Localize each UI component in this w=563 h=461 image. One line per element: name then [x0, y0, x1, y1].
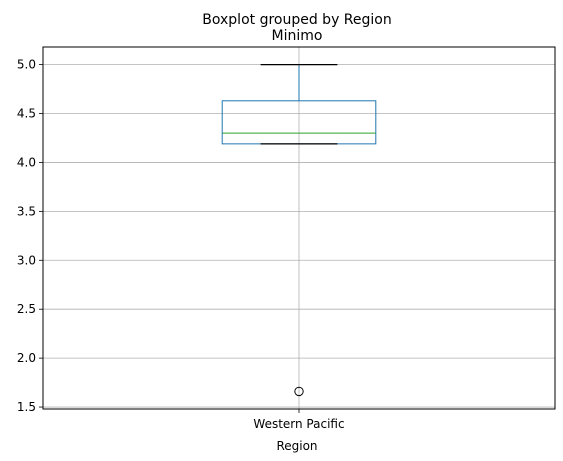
axis-ticks: 1.5 2.0 2.5 3.0 3.5 4.0 4.5 5.0 Western Pacific — [17, 58, 345, 431]
chart-title: Minimo — [272, 28, 323, 44]
y-tick-label: 4.5 — [17, 107, 36, 121]
chart-suptitle: Boxplot grouped by Region — [202, 12, 391, 28]
y-tick-label: 3.0 — [17, 253, 36, 267]
outlier-point — [294, 386, 304, 397]
y-tick-label: 2.0 — [17, 351, 36, 365]
x-axis-label: Region — [276, 439, 317, 453]
y-tick-label: 2.5 — [17, 302, 36, 316]
y-tick-label: 5.0 — [17, 58, 36, 72]
grid — [43, 47, 555, 409]
y-tick-label: 3.5 — [17, 204, 36, 218]
plot-marks — [221, 63, 377, 397]
x-tick-label: Western Pacific — [253, 417, 344, 431]
y-tick-label: 1.5 — [17, 400, 36, 414]
y-tick-label: 4.0 — [17, 155, 36, 169]
